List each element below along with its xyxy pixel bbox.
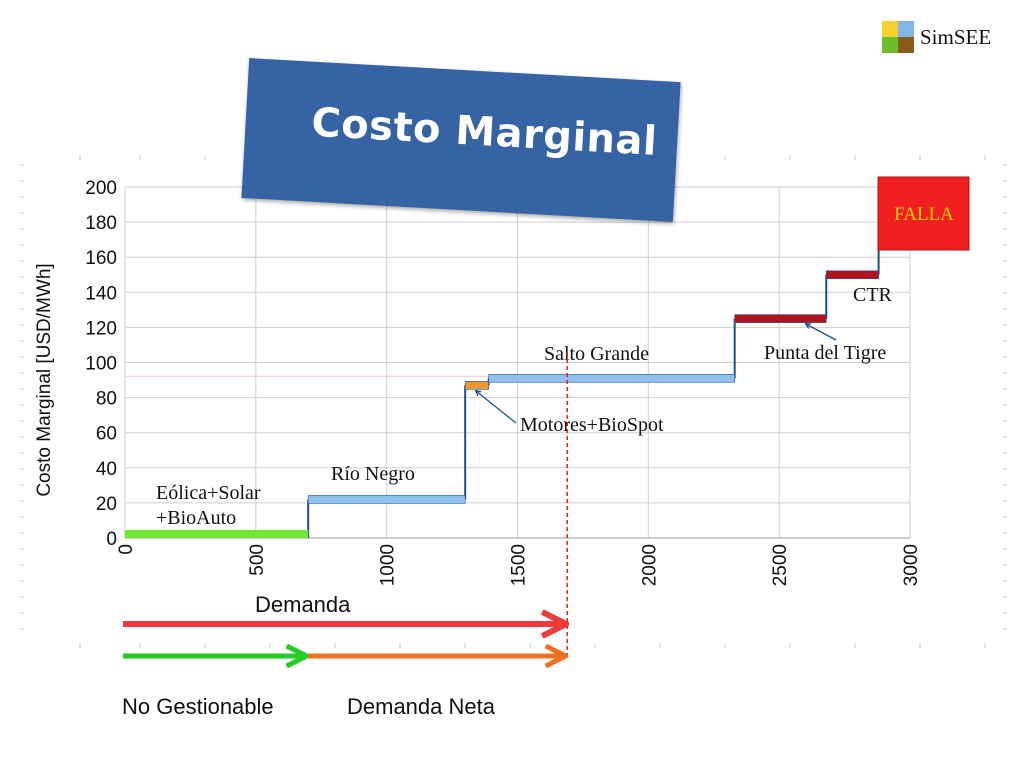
eolica-solar-label-line2: +BioAuto — [156, 507, 236, 529]
motores-biospot-label: Motores+BioSpot — [520, 414, 664, 436]
falla-label: FALLA — [894, 204, 954, 225]
punta-del-tigre-pointer-arrow — [806, 324, 837, 341]
y-tick-label: 100 — [85, 354, 117, 375]
x-tick-label: 2500 — [770, 544, 791, 586]
demanda-neta-label: Demanda Neta — [347, 694, 495, 719]
y-axis-label: Costo Marginal [USD/MWh] — [34, 263, 55, 496]
x-tick-label: 2000 — [639, 544, 660, 586]
simsee-logo-icon — [882, 21, 914, 53]
simsee-logo: SimSEE — [882, 20, 991, 54]
x-tick-label: 1000 — [378, 544, 399, 586]
x-tick-label: 500 — [247, 544, 268, 576]
ctr-bar — [825, 270, 879, 280]
salto-grande-label: Salto Grande — [544, 343, 649, 365]
rio-negro-bar — [307, 495, 466, 504]
y-tick-label: 0 — [106, 529, 117, 550]
rio-negro-label: Río Negro — [331, 463, 415, 485]
salto-grande-bar — [488, 373, 735, 383]
chart-title: Costo Marginal — [310, 99, 659, 165]
y-tick-label: 160 — [85, 248, 117, 269]
punta-del-tigre-label: Punta del Tigre — [764, 342, 886, 364]
y-tick-label: 120 — [85, 318, 117, 339]
demanda-label: Demanda — [255, 592, 351, 617]
ctr-label: CTR — [853, 284, 893, 306]
motores-biospot-bar — [464, 381, 490, 390]
logo-name: SimSEE — [920, 24, 992, 49]
title-banner: Costo Marginal — [241, 58, 681, 222]
y-tick-label: 140 — [85, 283, 117, 304]
y-tick-label: 40 — [96, 459, 117, 480]
x-tick-label: 3000 — [901, 544, 922, 586]
motores-pointer-arrow — [476, 391, 517, 424]
eolica-solar-bar — [125, 530, 309, 538]
eolica-solar-label: Eólica+Solar — [156, 482, 261, 504]
y-tick-label: 180 — [85, 213, 117, 234]
punta-del-tigre-bar — [734, 314, 827, 323]
y-tick-label: 60 — [96, 424, 117, 445]
y-tick-label: 20 — [96, 494, 117, 515]
y-tick-label: 200 — [85, 178, 117, 199]
x-tick-label: 1500 — [509, 544, 530, 586]
y-tick-label: 80 — [96, 389, 117, 410]
no-gestionable-label: No Gestionable — [122, 694, 274, 719]
x-tick-label: 0 — [116, 544, 137, 555]
falla-box — [877, 176, 970, 251]
